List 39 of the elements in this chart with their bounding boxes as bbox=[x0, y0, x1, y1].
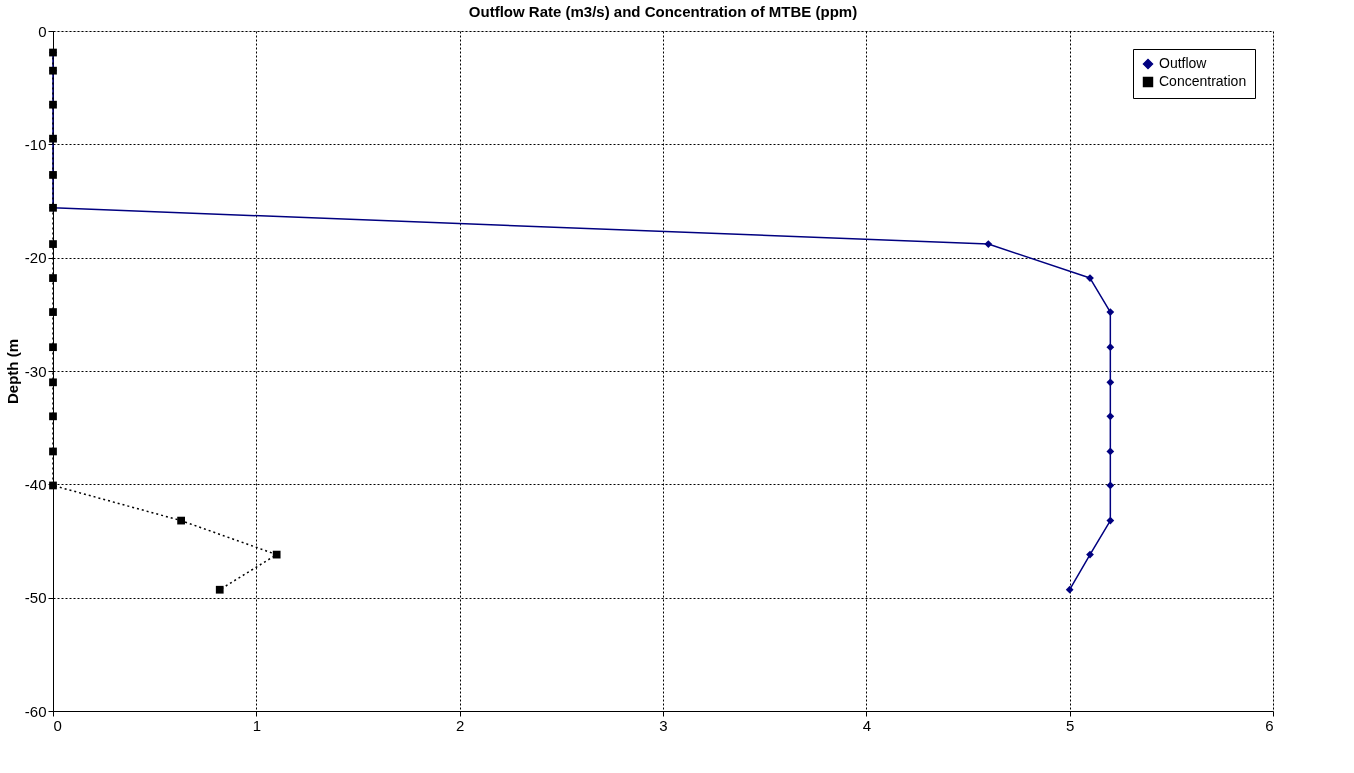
y-tick-label: -60 bbox=[24, 702, 47, 720]
y-tick-label: -20 bbox=[24, 249, 47, 267]
point bbox=[177, 516, 185, 525]
y-tick-label: 0 bbox=[38, 22, 47, 40]
point bbox=[1106, 516, 1115, 525]
point bbox=[1106, 412, 1115, 421]
point bbox=[49, 481, 57, 490]
point bbox=[1106, 481, 1115, 490]
point bbox=[272, 550, 281, 559]
x-tick-label: 3 bbox=[659, 716, 668, 734]
y-tick-label: -10 bbox=[24, 135, 47, 153]
point bbox=[49, 343, 57, 352]
point bbox=[1086, 550, 1094, 559]
point bbox=[1106, 378, 1115, 387]
point bbox=[49, 447, 57, 456]
point bbox=[1106, 308, 1115, 316]
x-tick-label: 1 bbox=[252, 716, 262, 734]
point bbox=[1106, 343, 1115, 352]
point bbox=[49, 308, 57, 316]
point bbox=[1106, 447, 1115, 456]
y-tick-label: -30 bbox=[24, 362, 47, 380]
point bbox=[49, 274, 57, 282]
point bbox=[984, 240, 993, 248]
y-axis-title: Depth (m bbox=[3, 339, 21, 404]
legend-label: Concentration bbox=[1159, 73, 1247, 89]
point bbox=[1065, 585, 1074, 594]
chart-title: Outflow Rate (m3/s) and Concentration of MTBE (ppm) bbox=[468, 3, 858, 20]
point bbox=[49, 240, 57, 248]
x-tick-label: 2 bbox=[455, 716, 465, 734]
x-tick-label: 0 bbox=[53, 716, 62, 734]
point bbox=[49, 412, 57, 421]
y-tick-label: -50 bbox=[24, 589, 47, 607]
legend-label: Outflow bbox=[1159, 55, 1208, 71]
x-tick-label: 4 bbox=[862, 716, 872, 734]
point bbox=[215, 585, 224, 594]
y-tick-label: -40 bbox=[24, 475, 47, 493]
x-tick-label: 6 bbox=[1265, 716, 1274, 734]
x-tick-label: 5 bbox=[1065, 716, 1075, 734]
point bbox=[49, 378, 57, 387]
